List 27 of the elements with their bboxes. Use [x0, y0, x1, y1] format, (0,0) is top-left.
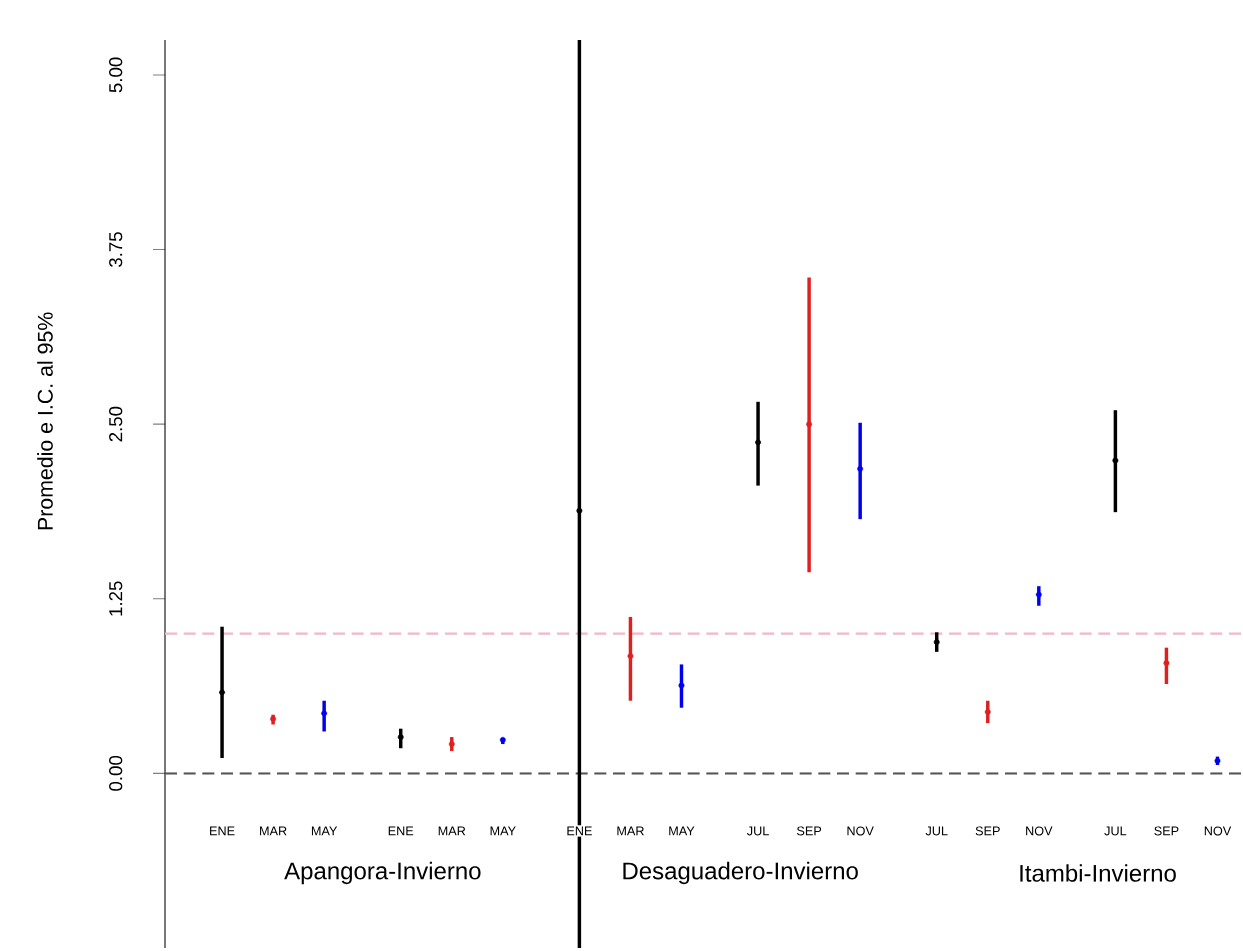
annotation: Desaguadero-Invierno: [623, 861, 858, 885]
y-tick-label: 1.25: [109, 581, 123, 616]
x-tick-label: NOV: [1204, 826, 1232, 836]
x-tick-label: MAY: [311, 826, 338, 836]
y-tick-label: 2.50: [109, 406, 123, 442]
x-tick-label: MAR: [260, 826, 287, 836]
x-tick-label: JUL: [746, 826, 769, 836]
x-tick-label: SEP: [975, 826, 1000, 836]
y-tick-label: 5.00: [109, 57, 123, 93]
x-tick-label: MAR: [617, 826, 644, 836]
x-tick-label: MAY: [490, 826, 516, 836]
x-tick-label: NOV: [847, 826, 874, 836]
x-tick-label: ENE: [567, 826, 592, 836]
x-tick-label: ENE: [388, 826, 414, 836]
annotation: Itambi-Invierno: [1020, 864, 1176, 882]
y-axis-title: Promedio e I.C. al 95%: [37, 312, 53, 530]
x-tick-label: JUL: [1104, 826, 1127, 836]
x-tick-label: MAR: [438, 826, 466, 836]
x-tick-label: MAY: [669, 826, 695, 836]
annotation: Apangora-Invierno: [284, 861, 481, 885]
x-tick-label: SEP: [797, 826, 822, 836]
x-tick-label: JUL: [925, 826, 948, 836]
x-tick-label: NOV: [1026, 826, 1053, 836]
y-tick-label: 3.75: [109, 232, 123, 267]
x-tick-label: ENE: [210, 826, 235, 836]
y-tick-label: 0.00: [109, 755, 123, 791]
x-tick-label: SEP: [1154, 826, 1179, 836]
